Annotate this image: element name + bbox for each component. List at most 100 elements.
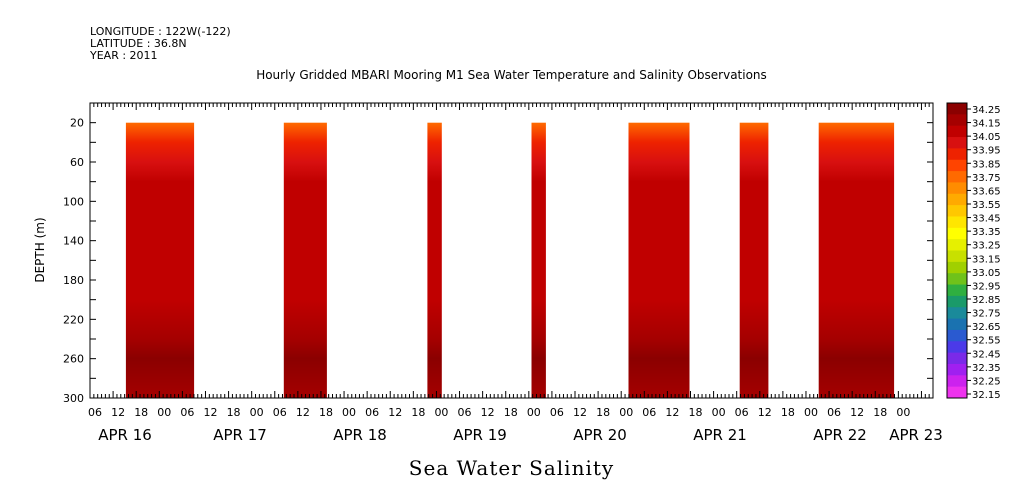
colorbar-swatch bbox=[947, 239, 967, 251]
colorbar-swatch bbox=[947, 205, 967, 217]
y-axis-label: DEPTH (m) bbox=[33, 217, 47, 282]
x-hour-label: 06 bbox=[735, 406, 749, 419]
x-day-label: APR 19 bbox=[453, 426, 507, 444]
year-label: YEAR : 2011 bbox=[90, 49, 158, 62]
x-hour-label: 00 bbox=[342, 406, 356, 419]
data-segment-4 bbox=[531, 122, 546, 398]
colorbar-label: 32.25 bbox=[972, 376, 1001, 387]
x-axis: 06 12 18 00 06 12 18 00 06 12 18 00 06 12 18 00 06 12 18 00… bbox=[88, 103, 943, 444]
x-hour-label: 18 bbox=[688, 406, 702, 419]
colorbar-swatch bbox=[947, 329, 967, 342]
colorbar-label: 32.35 bbox=[972, 363, 1001, 374]
x-hour-label: 06 bbox=[88, 406, 102, 419]
data-segment-6 bbox=[739, 122, 769, 398]
colorbar-label: 33.05 bbox=[972, 268, 1001, 279]
x-hour-label: 12 bbox=[203, 406, 217, 419]
colorbar-label: 32.95 bbox=[972, 281, 1001, 292]
x-hour-label: 06 bbox=[642, 406, 656, 419]
x-hour-label: 18 bbox=[134, 406, 148, 419]
y-tick-label: 300 bbox=[63, 392, 84, 405]
colorbar-label: 33.45 bbox=[972, 214, 1001, 225]
x-hour-label: 00 bbox=[434, 406, 448, 419]
x-day-label: APR 23 bbox=[889, 426, 943, 444]
x-day-label: APR 17 bbox=[213, 426, 267, 444]
x-hour-label: 12 bbox=[758, 406, 772, 419]
colorbar-label: 33.85 bbox=[972, 159, 1001, 170]
x-hour-label: 06 bbox=[180, 406, 194, 419]
x-hour-label: 06 bbox=[550, 406, 564, 419]
colorbar-swatch bbox=[947, 125, 967, 138]
colorbar-label: 33.35 bbox=[972, 227, 1001, 238]
data-segments bbox=[125, 122, 895, 398]
x-hour-label: 00 bbox=[527, 406, 541, 419]
colorbar-swatch bbox=[947, 273, 967, 286]
y-tick-label: 260 bbox=[63, 353, 84, 366]
colorbar-swatch bbox=[947, 250, 967, 263]
colorbar-label: 32.45 bbox=[972, 349, 1001, 360]
colorbar-swatch bbox=[947, 386, 967, 399]
colorbar-label: 33.25 bbox=[972, 241, 1001, 252]
colorbar-label: 33.55 bbox=[972, 200, 1001, 211]
colorbar-swatch bbox=[947, 227, 967, 240]
x-day-label: APR 22 bbox=[813, 426, 867, 444]
colorbar-label: 32.85 bbox=[972, 295, 1001, 306]
y-axis: 20 60 100 140 180 220 260 300 bbox=[63, 102, 933, 405]
x-hour-label: 12 bbox=[665, 406, 679, 419]
x-axis-title: Sea Water Salinity bbox=[408, 456, 615, 480]
colorbar-swatch bbox=[947, 352, 967, 365]
x-hour-label: 00 bbox=[157, 406, 171, 419]
colorbar-swatch bbox=[947, 114, 967, 127]
x-day-label: APR 16 bbox=[98, 426, 152, 444]
colorbar-label: 33.95 bbox=[972, 146, 1001, 157]
colorbar-swatch bbox=[947, 137, 967, 149]
colorbar-swatch bbox=[947, 375, 967, 388]
x-hour-label: 00 bbox=[804, 406, 818, 419]
x-hour-label: 18 bbox=[504, 406, 518, 419]
colorbar-swatch bbox=[947, 341, 967, 354]
x-hour-label: 00 bbox=[896, 406, 910, 419]
colorbar-swatch bbox=[947, 295, 967, 308]
colorbar-label: 32.15 bbox=[972, 390, 1001, 401]
colorbar-label: 34.25 bbox=[972, 105, 1001, 116]
latitude-label: LATITUDE : 36.8N bbox=[90, 37, 187, 50]
colorbar-frame bbox=[946, 102, 968, 399]
y-tick-label: 140 bbox=[63, 235, 84, 248]
plot-frame bbox=[89, 102, 934, 399]
x-hour-label: 12 bbox=[850, 406, 864, 419]
colorbar-swatch bbox=[947, 182, 967, 195]
x-hour-label: 18 bbox=[596, 406, 610, 419]
x-hour-label: 00 bbox=[712, 406, 726, 419]
colorbar-swatch bbox=[947, 307, 967, 320]
y-tick-label: 100 bbox=[63, 195, 84, 208]
colorbar-swatch bbox=[947, 261, 967, 274]
y-tick-label: 20 bbox=[70, 117, 84, 130]
colorbar-swatch bbox=[947, 148, 967, 161]
x-hour-label: 06 bbox=[827, 406, 841, 419]
colorbar-label: 33.65 bbox=[972, 186, 1001, 197]
x-hour-label: 18 bbox=[873, 406, 887, 419]
y-tick-label: 60 bbox=[70, 156, 84, 169]
colorbar-swatch bbox=[947, 171, 967, 183]
x-hour-label: 12 bbox=[296, 406, 310, 419]
colorbar-swatch bbox=[947, 193, 967, 206]
x-day-label: APR 18 bbox=[333, 426, 387, 444]
colorbar-swatch bbox=[947, 216, 967, 229]
y-tick-label: 180 bbox=[63, 274, 84, 287]
colorbar-label: 34.15 bbox=[972, 119, 1001, 130]
x-hour-label: 12 bbox=[573, 406, 587, 419]
x-hour-label: 06 bbox=[273, 406, 287, 419]
data-segment-5 bbox=[628, 122, 690, 398]
data-segment-1 bbox=[125, 122, 195, 398]
colorbar-swatch bbox=[947, 103, 967, 115]
data-segment-3 bbox=[427, 122, 442, 398]
x-hour-label: 12 bbox=[481, 406, 495, 419]
x-hour-label: 18 bbox=[781, 406, 795, 419]
y-tick-label: 220 bbox=[63, 313, 84, 326]
colorbar-label: 32.55 bbox=[972, 336, 1001, 347]
x-hour-label: 00 bbox=[619, 406, 633, 419]
colorbar: 34.25 34.15 34.05 33.95 33.85 33.75 33.65 33.55… bbox=[946, 102, 1001, 401]
data-segment-2 bbox=[283, 122, 327, 398]
x-hour-label: 12 bbox=[388, 406, 402, 419]
x-hour-label: 18 bbox=[319, 406, 333, 419]
